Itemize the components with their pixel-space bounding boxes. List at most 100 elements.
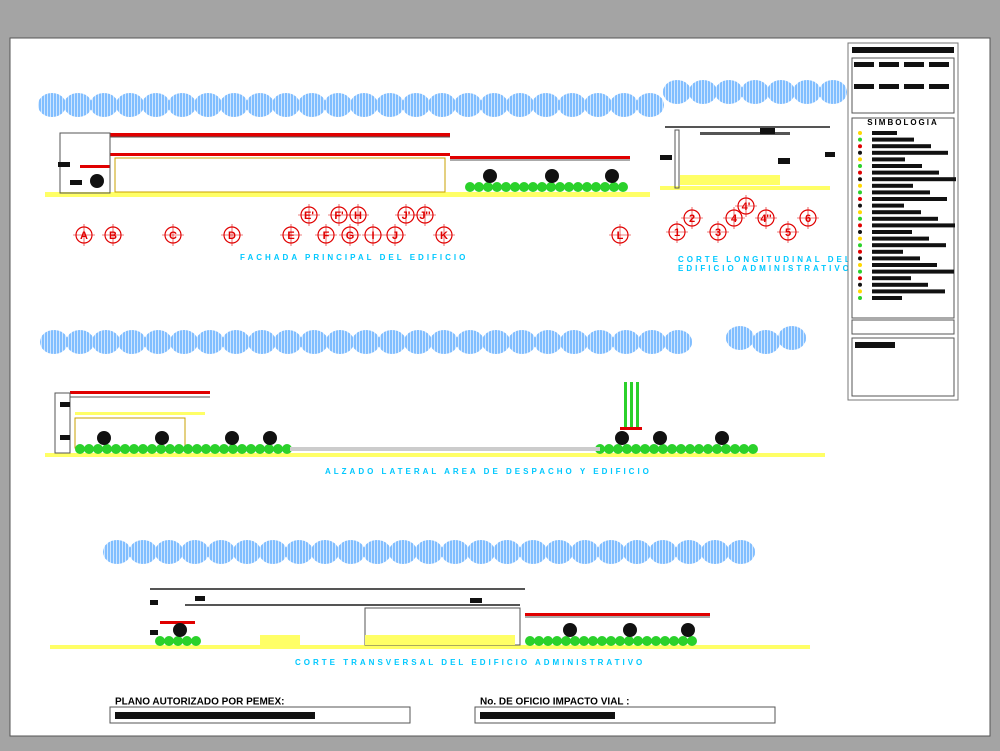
shape: [150, 630, 158, 635]
axis-label: 4'': [760, 213, 772, 225]
tree-dark: [90, 174, 104, 188]
tree-dark: [653, 431, 667, 445]
shape: [70, 391, 210, 394]
shape: [450, 156, 630, 159]
axis-label: 5: [785, 227, 791, 239]
shape: [70, 180, 82, 185]
tree: [363, 540, 391, 564]
tree: [663, 80, 691, 104]
shrub: [703, 444, 713, 454]
tree: [467, 540, 495, 564]
tree: [246, 93, 274, 117]
axis-label: 3: [715, 227, 721, 239]
shape: [365, 635, 515, 645]
axis-label: 1: [674, 227, 680, 239]
tree: [752, 330, 780, 354]
shrub: [618, 182, 628, 192]
shrub: [537, 182, 547, 192]
axis-label: I: [371, 230, 374, 242]
shrub: [510, 182, 520, 192]
shrub: [182, 636, 192, 646]
shrub: [658, 444, 668, 454]
legend-symbol: [858, 170, 862, 175]
axis-label: D: [228, 230, 236, 242]
legend-symbol: [858, 131, 862, 135]
legend-cell: [904, 62, 924, 67]
shrub: [93, 444, 103, 454]
tree: [274, 330, 302, 354]
legend-symbol: [858, 216, 862, 221]
footer-fill: [115, 712, 315, 719]
legend-text-bar: [872, 144, 931, 149]
legend-symbol: [858, 203, 862, 208]
legend-text-bar: [872, 137, 914, 142]
tree: [326, 330, 354, 354]
tree-bands: [38, 80, 847, 564]
shrub: [651, 636, 661, 646]
legend-symbol: [858, 230, 862, 234]
shape: [630, 382, 633, 427]
shrub: [631, 444, 641, 454]
shape: [680, 175, 780, 185]
shape: [525, 613, 710, 616]
tree: [456, 330, 484, 354]
legend-cell: [854, 84, 874, 89]
shrub: [255, 444, 265, 454]
shrub: [111, 444, 121, 454]
shrub: [155, 636, 165, 646]
tree: [638, 330, 666, 354]
tree: [298, 93, 326, 117]
shrub: [282, 444, 292, 454]
tree: [285, 540, 313, 564]
shrub: [685, 444, 695, 454]
legend-text-bar: [872, 243, 946, 248]
axis-label: 6: [805, 213, 811, 225]
legend-symbol: [858, 223, 862, 228]
shrub: [606, 636, 616, 646]
tree: [233, 540, 261, 564]
tree: [142, 93, 170, 117]
shrub: [138, 444, 148, 454]
shrub: [555, 182, 565, 192]
axis-label: L: [617, 230, 624, 242]
tree: [415, 540, 443, 564]
tree: [66, 330, 94, 354]
tree: [144, 330, 172, 354]
shrub: [552, 636, 562, 646]
shrub: [669, 636, 679, 646]
shrub: [624, 636, 634, 646]
shrub: [75, 444, 85, 454]
shape: [636, 382, 639, 427]
tree: [649, 540, 677, 564]
shrub: [615, 636, 625, 646]
tree: [767, 80, 795, 104]
shrub: [642, 636, 652, 646]
axis-label: A: [80, 230, 88, 242]
legend-text-bar: [872, 190, 930, 195]
tree: [129, 540, 157, 564]
legend-text-bar: [872, 164, 922, 168]
shrub: [721, 444, 731, 454]
tree: [480, 93, 508, 117]
shrub: [564, 182, 574, 192]
tree: [519, 540, 547, 564]
legend-cell: [929, 84, 949, 89]
legend-cell: [879, 62, 899, 67]
axis-label: E': [304, 210, 314, 222]
legend-text-bar: [872, 183, 913, 188]
tree: [675, 540, 703, 564]
tree: [428, 93, 456, 117]
legend-text-bar: [872, 263, 937, 267]
tree: [196, 330, 224, 354]
shape: [470, 598, 482, 603]
legend-title: SIMBOLOGIA: [867, 118, 939, 127]
legend-symbol: [858, 144, 862, 149]
footer-label: No. DE OFICIO IMPACTO VIAL :: [480, 697, 629, 708]
tree: [778, 326, 806, 350]
shrub: [264, 444, 274, 454]
tree: [560, 330, 588, 354]
drawing-title: CORTE LONGITUDINAL DEL: [678, 255, 853, 264]
tree: [482, 330, 510, 354]
tree-dark: [681, 623, 695, 637]
tree: [350, 93, 378, 117]
